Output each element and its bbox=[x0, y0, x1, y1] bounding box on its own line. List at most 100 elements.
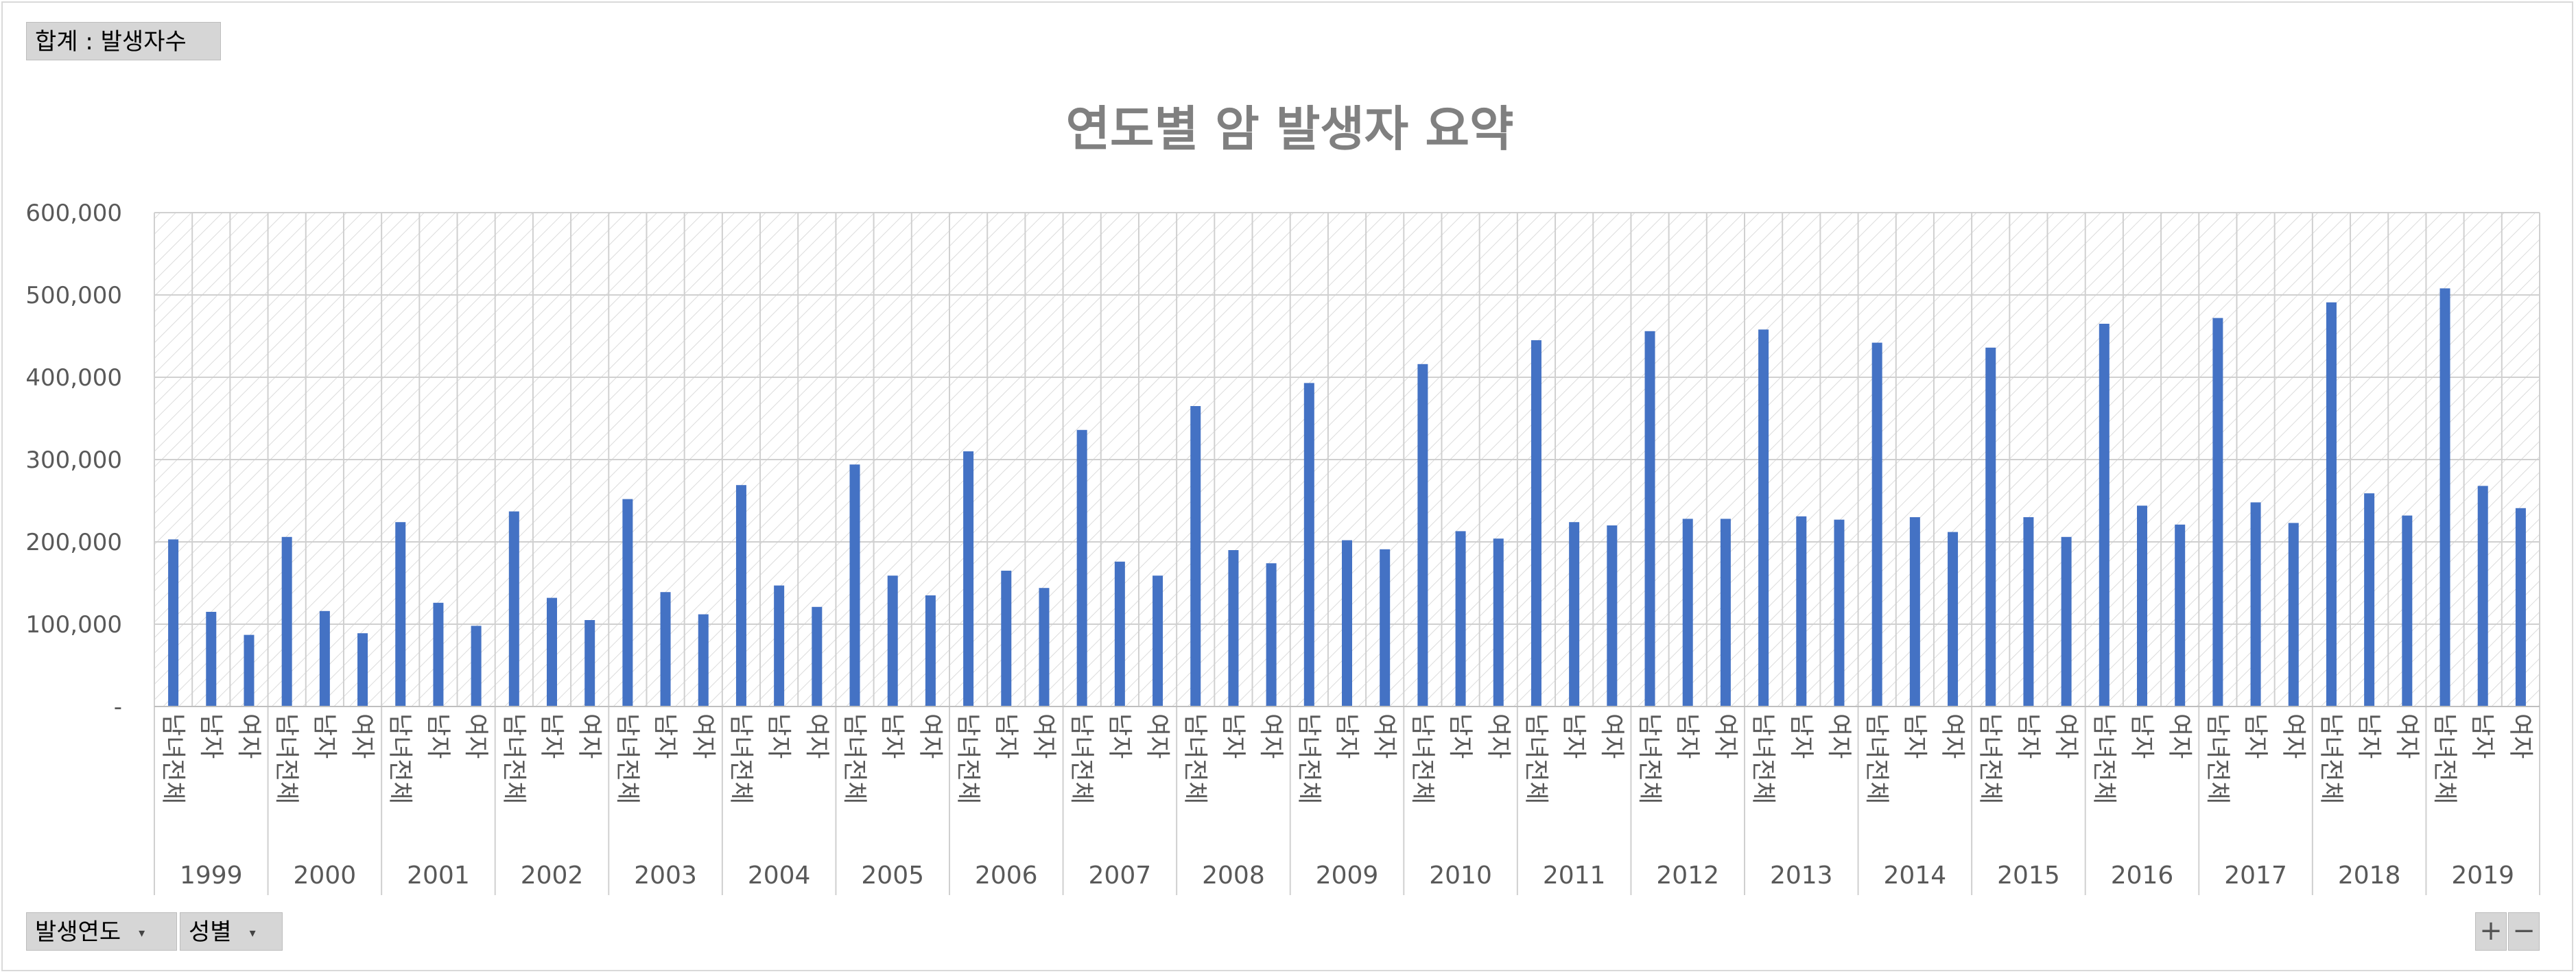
y-tick-label: - bbox=[114, 693, 122, 721]
bar bbox=[244, 634, 255, 706]
category-tick-label: 남자 bbox=[1333, 713, 1361, 759]
bar bbox=[2099, 324, 2110, 706]
category-tick-label: 남녀전체 bbox=[1181, 713, 1209, 804]
bar bbox=[2288, 523, 2299, 706]
bar bbox=[1493, 538, 1504, 706]
year-tick-label: 2016 bbox=[2111, 862, 2174, 890]
y-tick-label: 500,000 bbox=[25, 282, 122, 309]
bar bbox=[1720, 519, 1731, 706]
category-tick-label: 남녀전체 bbox=[2090, 713, 2118, 804]
y-tick-label: 100,000 bbox=[25, 611, 122, 639]
bar bbox=[1076, 429, 1087, 706]
bar bbox=[168, 539, 179, 706]
bar bbox=[357, 633, 368, 706]
category-tick-label: 남녀전체 bbox=[1408, 713, 1437, 804]
category-tick-label: 남자 bbox=[538, 713, 566, 759]
year-tick-label: 2001 bbox=[407, 862, 470, 890]
bar bbox=[2515, 508, 2526, 706]
bar bbox=[2023, 517, 2034, 706]
category-tick-label: 남자 bbox=[2355, 713, 2383, 759]
bar bbox=[735, 485, 746, 706]
bar bbox=[1758, 329, 1769, 706]
year-tick-label: 2009 bbox=[1316, 862, 1379, 890]
category-tick-label: 여자 bbox=[1484, 713, 1512, 759]
y-tick-label: 600,000 bbox=[25, 200, 122, 227]
category-tick-label: 여자 bbox=[916, 713, 944, 759]
y-tick-label: 200,000 bbox=[25, 529, 122, 556]
year-tick-label: 2007 bbox=[1089, 862, 1152, 890]
category-tick-label: 남자 bbox=[878, 713, 906, 759]
bar bbox=[2439, 288, 2450, 706]
category-tick-label: 남자 bbox=[310, 713, 338, 759]
expand-button[interactable]: + bbox=[2475, 912, 2507, 951]
year-tick-label: 2005 bbox=[861, 862, 924, 890]
category-tick-label: 남녀전체 bbox=[840, 713, 868, 804]
category-tick-label: 남자 bbox=[2468, 713, 2496, 759]
bar bbox=[281, 536, 292, 706]
category-tick-label: 남녀전체 bbox=[1976, 713, 2005, 804]
bar bbox=[584, 620, 595, 706]
category-tick-label: 남녀전체 bbox=[613, 713, 641, 804]
dropdown-arrow-icon: ▾ bbox=[249, 925, 256, 940]
category-tick-label: 남녀전체 bbox=[1522, 713, 1550, 804]
bar bbox=[2477, 486, 2488, 706]
category-tick-label: 남녀전체 bbox=[2317, 713, 2345, 804]
bar bbox=[1114, 561, 1125, 706]
bar bbox=[508, 511, 519, 706]
bar bbox=[433, 602, 444, 706]
year-tick-label: 2011 bbox=[1543, 862, 1606, 890]
bar bbox=[1607, 525, 1618, 706]
category-tick-label: 여자 bbox=[2393, 713, 2421, 759]
category-tick-label: 남자 bbox=[2014, 713, 2042, 759]
category-tick-label: 여자 bbox=[1825, 713, 1853, 759]
bar bbox=[1909, 517, 1920, 706]
sex-field-button[interactable]: 성별 ▾ bbox=[180, 912, 283, 951]
bar bbox=[2061, 536, 2072, 706]
category-tick-label: 남자 bbox=[197, 713, 225, 759]
bar bbox=[887, 575, 898, 706]
bar bbox=[1569, 522, 1580, 706]
bar bbox=[1342, 540, 1352, 706]
year-tick-label: 2014 bbox=[1884, 862, 1947, 890]
dropdown-arrow-icon: ▾ bbox=[139, 925, 145, 940]
bar bbox=[1001, 571, 1012, 706]
bar bbox=[1303, 383, 1314, 706]
year-tick-label: 2013 bbox=[1770, 862, 1833, 890]
y-tick-label: 400,000 bbox=[25, 364, 122, 392]
year-field-button[interactable]: 발생연도 ▾ bbox=[26, 912, 177, 951]
year-tick-label: 2003 bbox=[634, 862, 697, 890]
category-tick-label: 여자 bbox=[1711, 713, 1739, 759]
bar bbox=[395, 522, 406, 706]
bar bbox=[849, 464, 860, 706]
collapse-button[interactable]: − bbox=[2508, 912, 2540, 951]
category-tick-label: 남자 bbox=[1446, 713, 1474, 759]
sex-field-label: 성별 bbox=[189, 918, 232, 946]
year-tick-label: 2010 bbox=[1429, 862, 1492, 890]
year-tick-label: 2004 bbox=[748, 862, 811, 890]
year-field-label: 발생연도 bbox=[35, 918, 121, 946]
year-tick-label: 2008 bbox=[1202, 862, 1265, 890]
bar bbox=[1985, 347, 1996, 706]
category-tick-label: 남녀전체 bbox=[159, 713, 187, 804]
value-field-button[interactable]: 합계 : 발생자수 bbox=[26, 22, 221, 60]
category-tick-label: 여자 bbox=[2166, 713, 2194, 759]
bar bbox=[2364, 493, 2375, 706]
bar bbox=[1834, 519, 1845, 706]
bar bbox=[1531, 340, 1541, 706]
bar bbox=[1380, 549, 1391, 706]
bar bbox=[1796, 516, 1807, 706]
value-field-label: 합계 : 발생자수 bbox=[35, 28, 187, 56]
category-tick-label: 남자 bbox=[992, 713, 1020, 759]
bar bbox=[1039, 588, 1050, 706]
bar bbox=[2402, 515, 2413, 706]
category-tick-label: 남녀전체 bbox=[726, 713, 755, 804]
category-tick-label: 여자 bbox=[576, 713, 604, 759]
category-tick-label: 여자 bbox=[1939, 713, 1967, 759]
category-tick-label: 남자 bbox=[1105, 713, 1133, 759]
bar bbox=[2212, 318, 2223, 707]
category-tick-label: 남자 bbox=[2241, 713, 2269, 759]
category-tick-label: 남녀전체 bbox=[272, 713, 300, 804]
bar bbox=[2175, 524, 2186, 706]
bar bbox=[812, 606, 823, 706]
category-tick-label: 여자 bbox=[462, 713, 490, 759]
